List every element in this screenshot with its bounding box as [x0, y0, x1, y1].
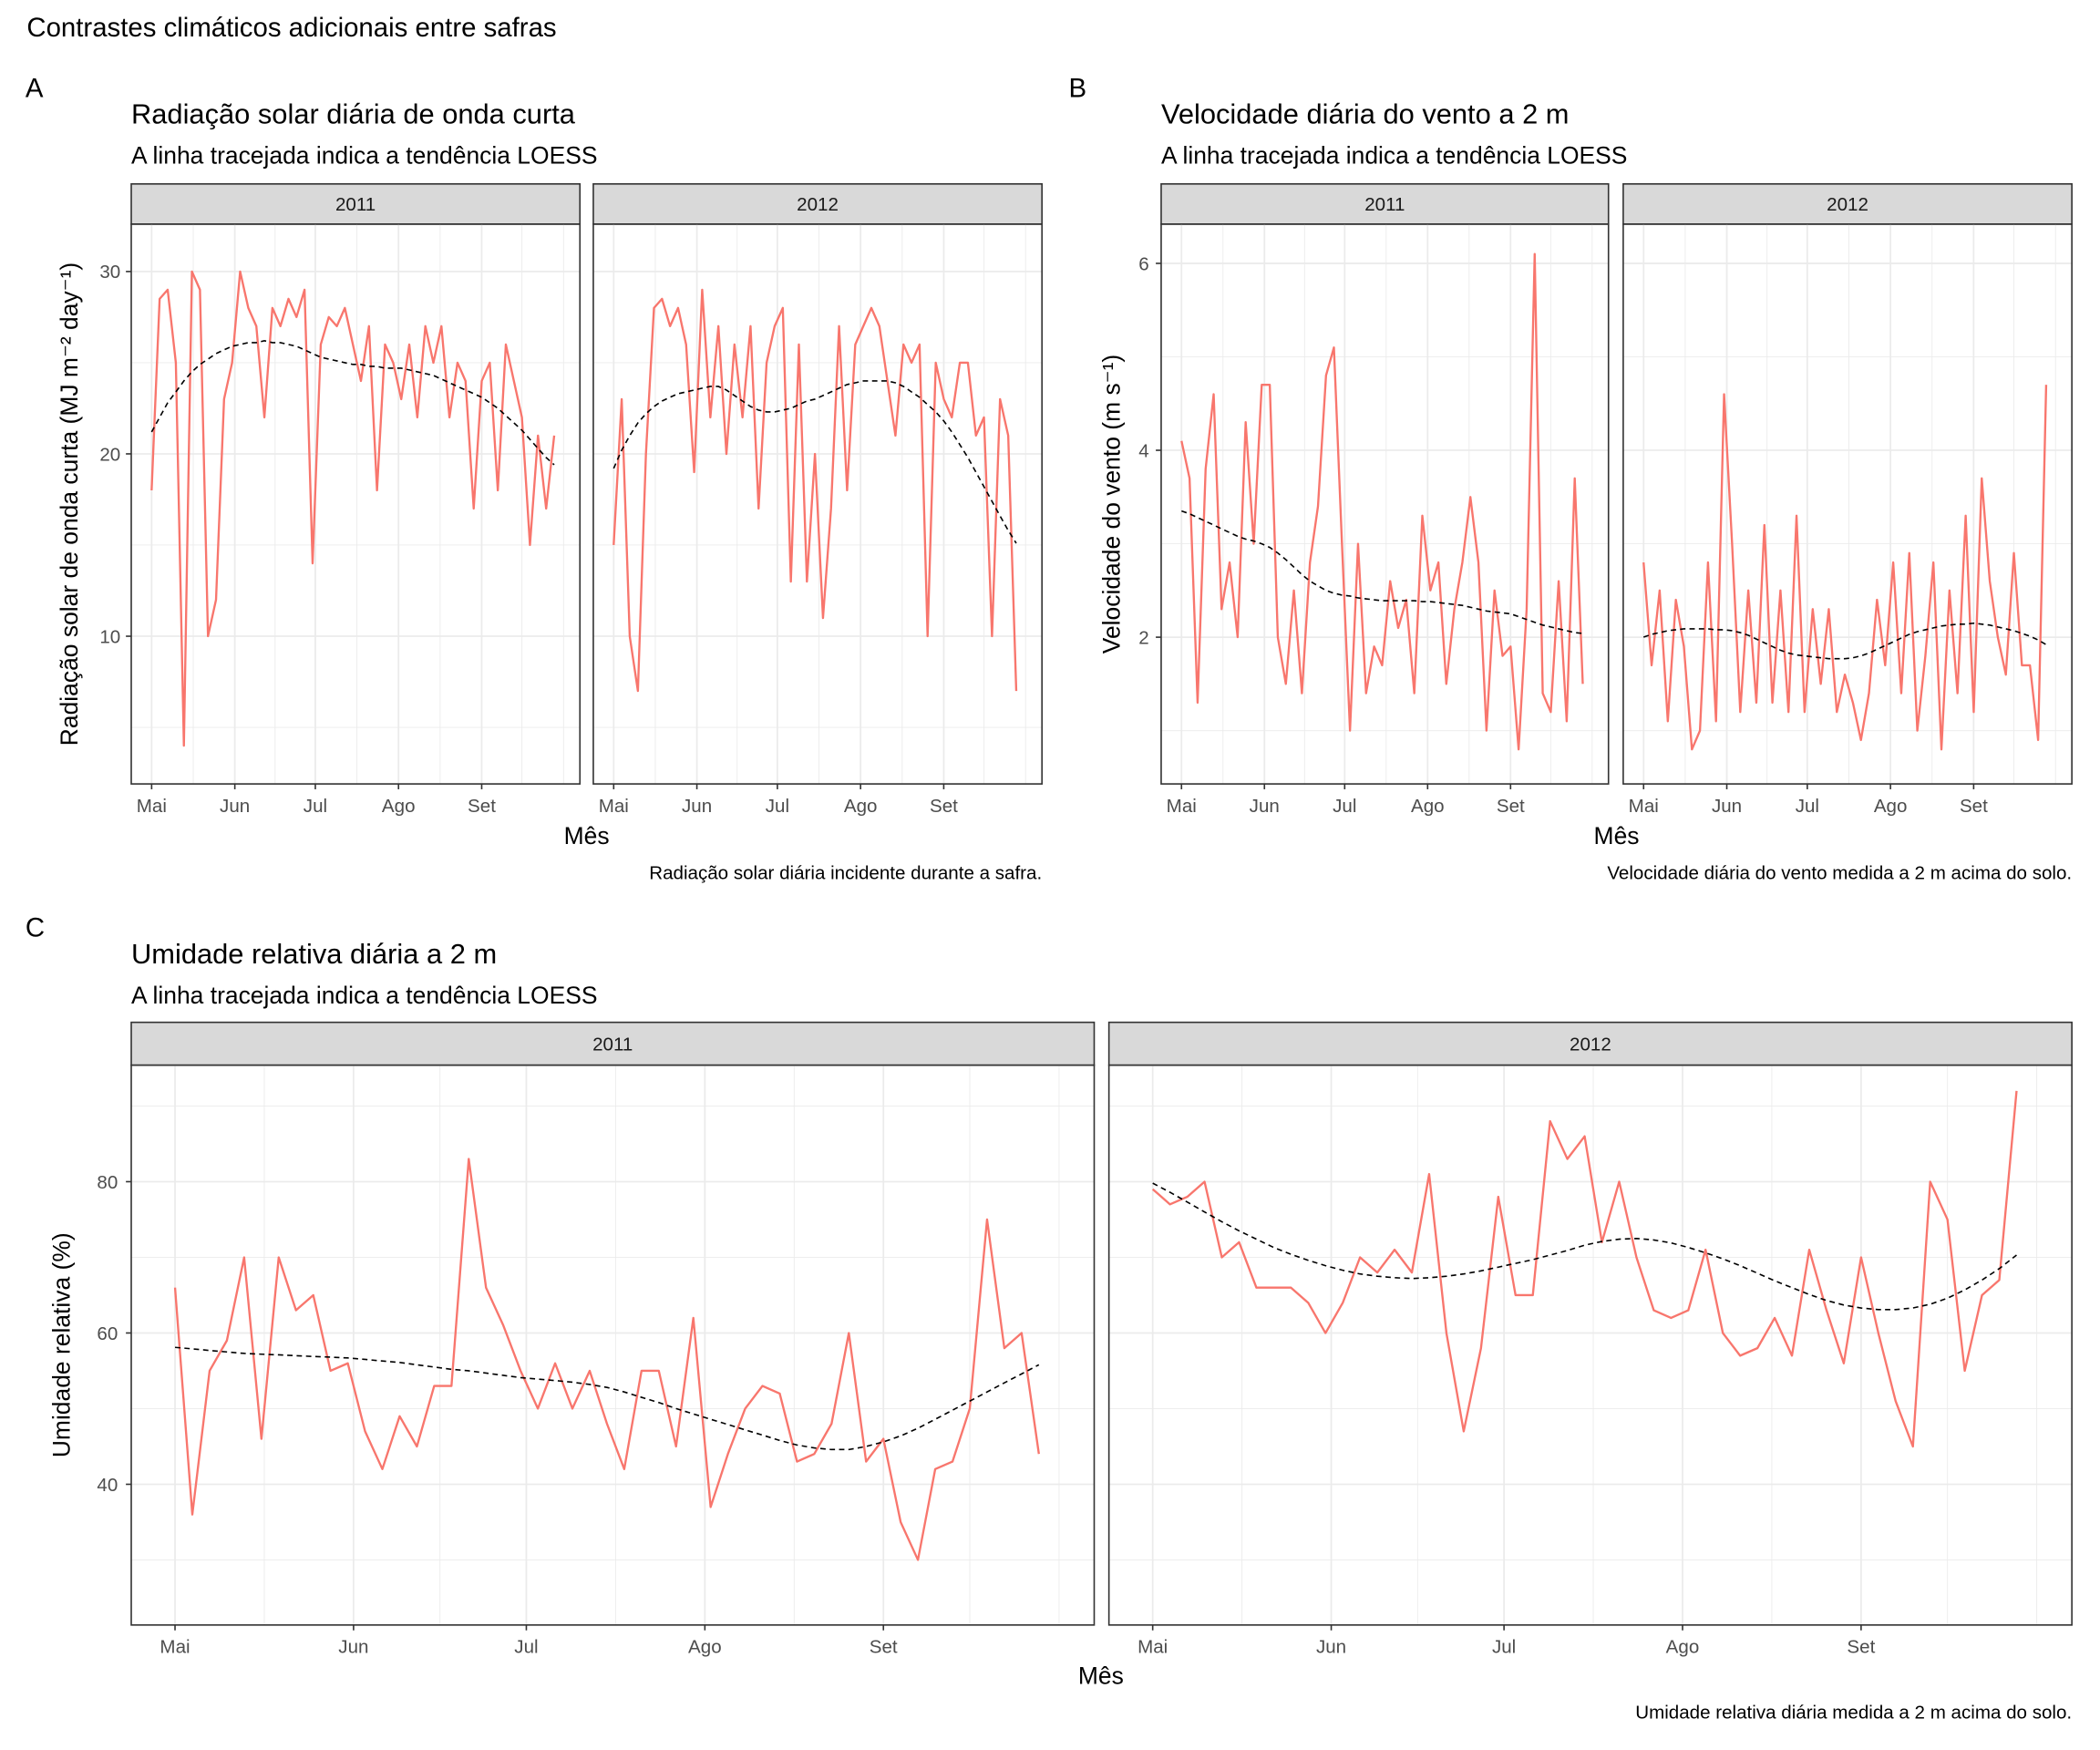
facet-strip-label: 2012: [1827, 194, 1868, 215]
series-line-2011: [150, 270, 556, 747]
panel-border: [130, 223, 582, 785]
series-line-2012: [612, 288, 1018, 693]
series-line-2012: [1642, 385, 2048, 751]
facet-strip-label: 2012: [1570, 1034, 1611, 1055]
loess-trend-line-2011: [1181, 510, 1583, 634]
facet-strip-label: 2011: [592, 1034, 633, 1055]
x-tick-label: Ago: [1666, 1637, 1700, 1658]
panel-b-title: Velocidade diária do vento a 2 m: [1161, 98, 1570, 130]
facet-panel-b-2012: 2012 Mai Jun Jul Ago Set: [1622, 182, 2073, 817]
series-line-2011: [173, 1158, 1040, 1561]
loess-trend-line-2011: [174, 1346, 1040, 1451]
facet-strip: [1160, 182, 1610, 225]
x-tick-label: Jun: [220, 796, 250, 817]
panel-a-x-axis-title: Mês: [564, 822, 610, 849]
x-tick-label: Mai: [137, 796, 167, 817]
panel-c-caption: Umidade relativa diária medida a 2 m aci…: [1635, 1703, 2072, 1724]
x-tick-label: Jun: [1316, 1637, 1346, 1658]
panel-border: [1107, 1064, 2073, 1626]
loess-trend-line-2012: [1642, 622, 2047, 660]
facet-strip: [592, 182, 1043, 225]
facet-strip-label: 2012: [797, 194, 839, 215]
x-tick-label: Ago: [844, 796, 878, 817]
x-tick-label: Jun: [1250, 796, 1280, 817]
panel-border: [130, 1064, 1096, 1626]
x-tick-label: Jul: [766, 796, 789, 817]
panel-c-y-axis-title: Umidade relativa (%): [47, 1232, 75, 1457]
y-tick-label: 30: [99, 262, 120, 283]
y-tick-label: 20: [99, 444, 120, 465]
panel-a-title: Radiação solar diária de onda curta: [131, 98, 576, 130]
series-line-2011: [1180, 252, 1584, 751]
panel-b-y-axis-title: Velocidade do vento (m s⁻¹): [1097, 355, 1125, 654]
x-tick-label: Mai: [160, 1637, 190, 1658]
x-tick-label: Set: [1960, 796, 1988, 817]
x-tick-label: Ago: [688, 1637, 722, 1658]
panel-a-caption: Radiação solar diária incidente durante …: [649, 862, 1042, 883]
panel-border: [1160, 223, 1610, 785]
series-line-2012: [1151, 1090, 2018, 1448]
x-tick-label: Mai: [1629, 796, 1659, 817]
panel-b-caption: Velocidade diária do vento medida a 2 m …: [1607, 862, 2072, 883]
x-tick-label: Ago: [1411, 796, 1445, 817]
figure-title: Contrastes climáticos adicionais entre s…: [26, 13, 556, 43]
facet-strip-label: 2011: [335, 194, 376, 215]
plot-area: 2011 Mai Jun Jul Ago Set 10 20 30 2012 Mai Jun Jul Ag…: [97, 182, 2073, 1658]
facet-strip: [130, 182, 582, 225]
loess-trend-line-2012: [612, 380, 1017, 544]
panel-b-subtitle: A linha tracejada indica a tendência LOE…: [1161, 142, 1627, 170]
facet-strip-label: 2011: [1364, 194, 1405, 215]
panel-b-x-axis-title: Mês: [1594, 822, 1640, 849]
panel-c-subtitle: A linha tracejada indica a tendência LOE…: [131, 982, 597, 1009]
panel-a-y-axis-title: Radiação solar de onda curta (MJ m⁻² day…: [56, 262, 83, 746]
facet-panel-a-2011: 2011 Mai Jun Jul Ago Set 10 20 30: [99, 182, 582, 817]
x-tick-label: Jul: [304, 796, 327, 817]
panel-a-subtitle: A linha tracejada indica a tendência LOE…: [131, 142, 597, 170]
panel-c-title: Umidade relativa diária a 2 m: [131, 938, 497, 970]
panel-tag-b: B: [1069, 73, 1087, 103]
x-tick-label: Mai: [599, 796, 629, 817]
facet-panel-c-2012: 2012 Mai Jun Jul Ago Set: [1107, 1021, 2073, 1658]
panel-border: [592, 223, 1043, 785]
x-tick-label: Ago: [382, 796, 416, 817]
y-tick-label: 60: [97, 1323, 118, 1344]
y-tick-label: 2: [1138, 627, 1148, 648]
y-tick-label: 80: [97, 1172, 118, 1193]
facet-panel-c-2011: 2011 Mai Jun Jul Ago Set 40 60 80: [97, 1021, 1096, 1658]
panel-tag-c: C: [26, 913, 45, 943]
x-tick-label: Jun: [682, 796, 712, 817]
panel-tag-a: A: [26, 73, 44, 103]
x-tick-label: Jul: [1796, 796, 1819, 817]
loess-trend-line-2012: [1152, 1182, 2017, 1311]
x-tick-label: Set: [930, 796, 958, 817]
y-tick-label: 4: [1138, 440, 1148, 461]
x-tick-label: Mai: [1138, 1637, 1168, 1658]
x-tick-label: Set: [468, 796, 496, 817]
x-tick-label: Set: [1497, 796, 1525, 817]
facet-panel-b-2011: 2011 Mai Jun Jul Ago Set 2 4 6: [1138, 182, 1610, 817]
x-tick-label: Mai: [1167, 796, 1197, 817]
y-tick-label: 40: [97, 1475, 118, 1496]
facet-strip: [130, 1021, 1096, 1066]
x-tick-label: Ago: [1874, 796, 1908, 817]
panel-c-x-axis-title: Mês: [1078, 1662, 1124, 1690]
x-tick-label: Set: [870, 1637, 898, 1658]
y-tick-label: 10: [99, 626, 120, 647]
y-tick-label: 6: [1138, 253, 1148, 274]
x-tick-label: Jun: [338, 1637, 368, 1658]
panel-border: [1622, 223, 2073, 785]
x-tick-label: Jun: [1712, 796, 1742, 817]
x-tick-label: Set: [1847, 1637, 1875, 1658]
loess-trend-line-2011: [150, 340, 555, 466]
x-tick-label: Jul: [514, 1637, 538, 1658]
x-tick-label: Jul: [1333, 796, 1356, 817]
x-tick-label: Jul: [1492, 1637, 1516, 1658]
facet-panel-a-2012: 2012 Mai Jun Jul Ago Set: [592, 182, 1043, 817]
